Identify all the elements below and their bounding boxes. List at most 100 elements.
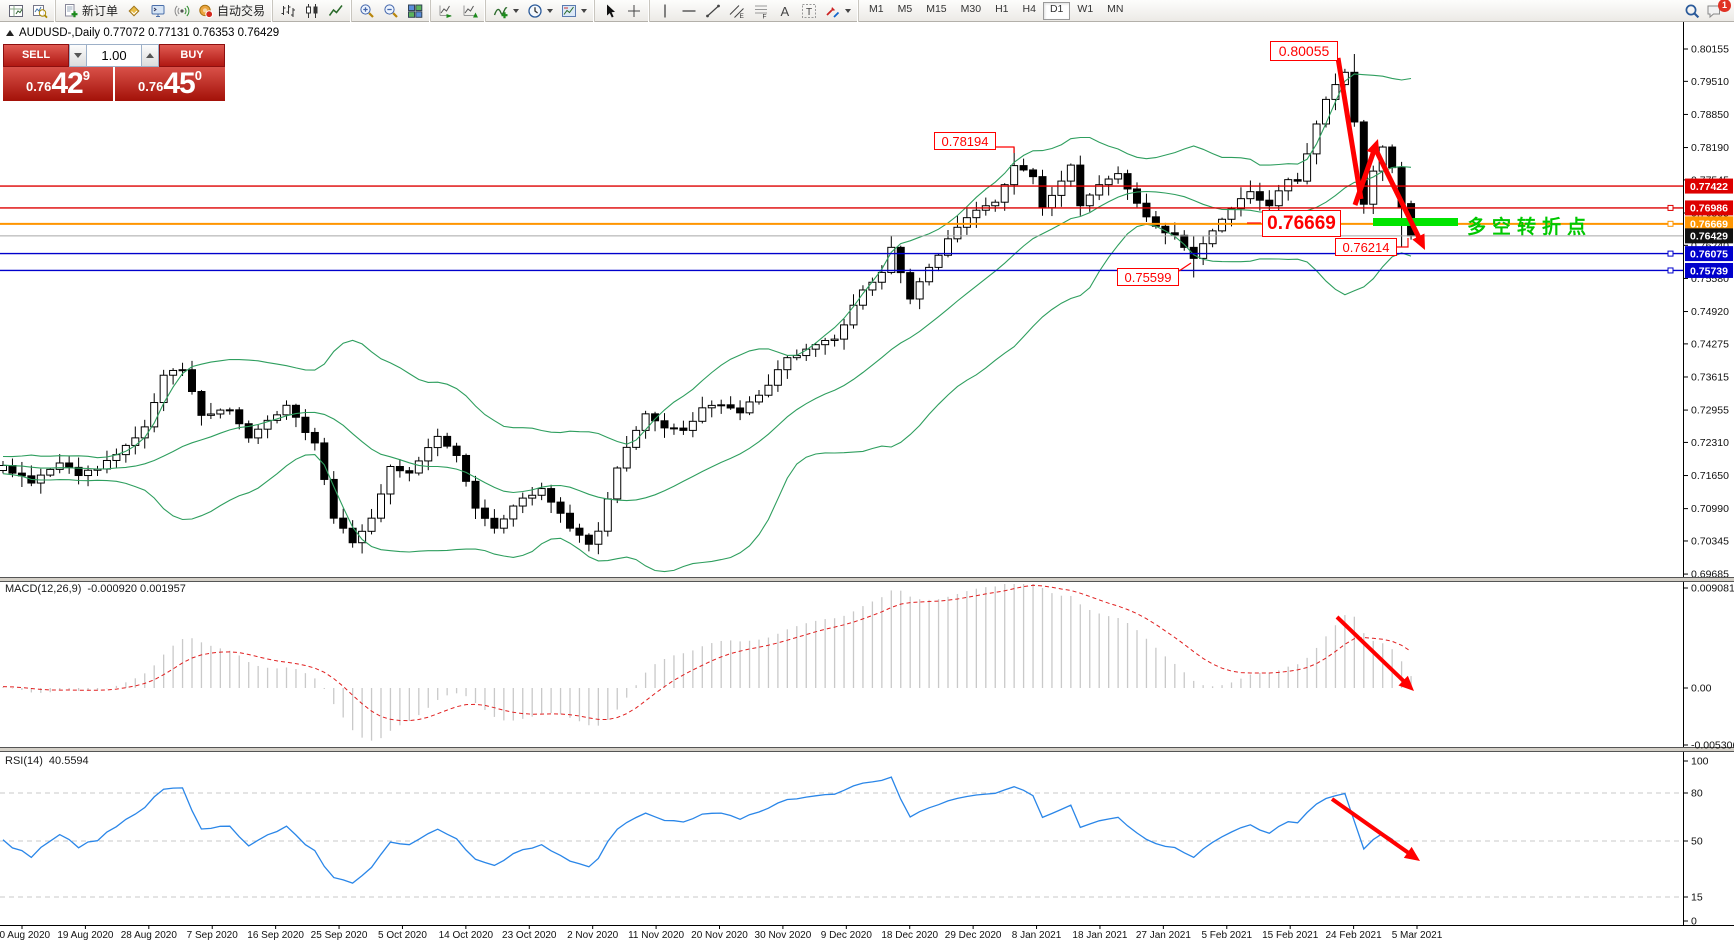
chevron-down-icon[interactable] <box>513 8 520 13</box>
timeframe-m5-button[interactable]: M5 <box>897 2 913 15</box>
cursor-button[interactable] <box>598 1 622 21</box>
price-annotation-label[interactable]: 0.80055 <box>1270 41 1338 61</box>
metaeditor-button[interactable] <box>122 1 146 21</box>
auto-trading-button[interactable]: 自动交易 <box>194 1 269 21</box>
timeframe-mn-button[interactable]: MN <box>1107 2 1124 15</box>
price-annotation-label[interactable]: 0.76669 <box>1262 210 1341 237</box>
svg-text:16 Sep 2020: 16 Sep 2020 <box>247 930 304 941</box>
chevron-down-icon[interactable] <box>581 8 588 13</box>
timeframe-m15-button[interactable]: M15 <box>926 2 947 15</box>
fibonacci-button[interactable]: F <box>749 1 773 21</box>
line-chart-button[interactable] <box>324 1 348 21</box>
line-handle[interactable] <box>1667 250 1674 257</box>
sell-price-sup: 9 <box>82 68 90 83</box>
timeframe-m1-button[interactable]: M1 <box>869 2 884 15</box>
timeframe-toolbar: M1 M5 M15 M30 H1 H4 D1 W1 MN <box>858 0 1130 22</box>
buy-button[interactable]: BUY <box>159 44 225 67</box>
bar-chart-icon <box>280 3 296 19</box>
bar-chart-button[interactable] <box>276 1 300 21</box>
svg-text:30 Nov 2020: 30 Nov 2020 <box>755 930 812 941</box>
horizontal-line-button[interactable] <box>677 1 701 21</box>
volume-decrease-button[interactable] <box>69 44 87 67</box>
green-support-bar[interactable] <box>1373 218 1458 226</box>
charts-window-button[interactable] <box>4 1 28 21</box>
new-order-button[interactable]: 新订单 <box>59 1 122 21</box>
trend-arrow-segment[interactable] <box>1373 148 1425 250</box>
rsi-down-arrow[interactable] <box>1330 797 1420 861</box>
chevron-down-icon[interactable] <box>547 8 554 13</box>
volume-down-icon <box>74 53 82 58</box>
price-annotation-label[interactable]: 0.78194 <box>934 132 996 150</box>
line-handle[interactable] <box>1667 267 1674 274</box>
bollinger-bands <box>2 73 1412 573</box>
notification-badge[interactable]: 1 <box>1718 0 1731 12</box>
timeframe-h4-button[interactable]: H4 <box>1022 2 1036 15</box>
signals-button[interactable] <box>170 1 194 21</box>
text-button[interactable]: A <box>773 1 797 21</box>
sell-button[interactable]: SELL <box>3 44 69 67</box>
svg-text:11 Nov 2020: 11 Nov 2020 <box>628 930 684 941</box>
toolbar-group <box>4 0 52 22</box>
svg-text:0.72310: 0.72310 <box>1691 437 1729 449</box>
svg-text:5 Feb 2021: 5 Feb 2021 <box>1201 930 1252 941</box>
main-toolbar: 新订单 自动交易 E F A T M1 M5 M15 M30 H1 H4 D1 W1 MN 1 <box>0 0 1734 22</box>
auto-scroll-button[interactable] <box>434 1 458 21</box>
chart-shift-icon <box>462 3 479 19</box>
svg-text:0.77422: 0.77422 <box>1690 181 1728 193</box>
volume-input[interactable] <box>87 44 141 67</box>
volume-increase-button[interactable] <box>141 44 159 67</box>
time-axis[interactable]: 10 Aug 2020 19 Aug 2020 28 Aug 2020 7 Sep 2… <box>0 925 1734 941</box>
macd-name: MACD(12,26,9) <box>5 583 82 595</box>
buy-price-panel[interactable]: 0.76 45 0 <box>115 67 225 101</box>
templates-button[interactable] <box>557 1 591 21</box>
svg-text:29 Dec 2020: 29 Dec 2020 <box>945 930 1002 941</box>
price-axis[interactable]: 0.801550.795100.788500.781900.775450.768… <box>1683 22 1734 925</box>
timeframe-h1-button[interactable]: H1 <box>995 2 1009 15</box>
crosshair-button[interactable] <box>622 1 646 21</box>
indicators-button[interactable] <box>489 1 523 21</box>
svg-text:E: E <box>740 13 745 19</box>
svg-text:2 Nov 2020: 2 Nov 2020 <box>567 930 619 941</box>
trend-arrow-segment[interactable] <box>1335 57 1364 200</box>
svg-text:14 Oct 2020: 14 Oct 2020 <box>439 930 494 941</box>
bull-bear-turning-point-text[interactable]: 多空转折点 <box>1467 217 1593 238</box>
price-annotation-label[interactable]: 0.76214 <box>1335 238 1397 256</box>
candlestick-chart-button[interactable] <box>300 1 324 21</box>
svg-text:0.79510: 0.79510 <box>1691 76 1729 88</box>
timeframe-w1-button[interactable]: W1 <box>1077 2 1094 15</box>
line-handle[interactable] <box>1667 204 1674 211</box>
search-icon[interactable] <box>1684 3 1700 19</box>
tile-windows-button[interactable] <box>403 1 427 21</box>
zoom-in-button[interactable] <box>355 1 379 21</box>
chevron-down-icon[interactable] <box>845 8 852 13</box>
svg-text:19 Aug 2020: 19 Aug 2020 <box>57 930 114 941</box>
equidistant-channel-button[interactable]: E <box>725 1 749 21</box>
trendline-button[interactable] <box>701 1 725 21</box>
chart-shift-button[interactable] <box>458 1 482 21</box>
periods-button[interactable] <box>523 1 557 21</box>
line-handle[interactable] <box>1667 220 1674 227</box>
terminal-button[interactable] <box>146 1 170 21</box>
chart-annotations[interactable] <box>996 57 1458 861</box>
svg-text:0: 0 <box>1691 916 1697 928</box>
arrows-button[interactable] <box>821 1 855 21</box>
market-watch-button[interactable] <box>28 1 52 21</box>
line-chart-icon <box>328 3 344 19</box>
svg-text:100: 100 <box>1691 756 1709 768</box>
timeframe-d1-button[interactable]: D1 <box>1042 1 1071 20</box>
indicators-icon <box>493 3 509 19</box>
chart-header: AUDUSD-,Daily 0.77072 0.77131 0.76353 0.… <box>6 27 279 39</box>
text-icon: A <box>777 3 793 19</box>
macd-down-arrow[interactable] <box>1335 615 1414 691</box>
collapse-chart-icon[interactable] <box>6 30 14 36</box>
text-label-button[interactable]: T <box>797 1 821 21</box>
vertical-line-button[interactable] <box>653 1 677 21</box>
sell-price-panel[interactable]: 0.76 42 9 <box>3 67 113 101</box>
zoom-out-button[interactable] <box>379 1 403 21</box>
timeframe-m30-button[interactable]: M30 <box>960 2 982 15</box>
svg-text:0.76075: 0.76075 <box>1690 248 1728 260</box>
svg-text:A: A <box>781 4 790 19</box>
price-annotation-label[interactable]: 0.75599 <box>1117 268 1179 286</box>
svg-text:25 Sep 2020: 25 Sep 2020 <box>311 930 368 941</box>
